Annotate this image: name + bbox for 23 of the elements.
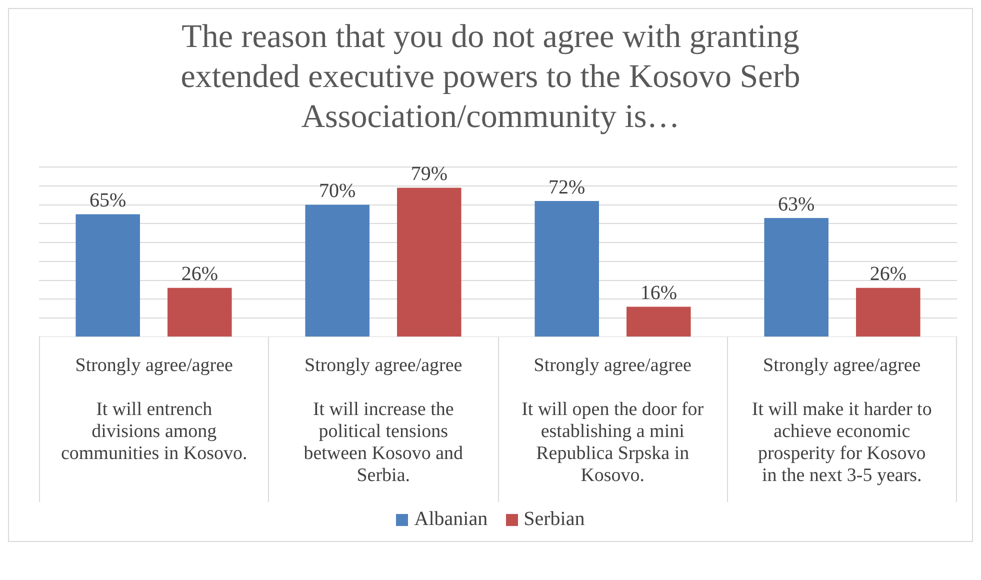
data-label: 26% [870, 263, 906, 286]
chart-title: The reason that you do not agree with granting extended executive powers to the Kosovo Serb Association/community is… [180, 18, 802, 137]
bar [397, 188, 462, 336]
bar [305, 204, 370, 336]
legend-label: Serbian [524, 508, 585, 531]
legend-label: Albanian [414, 508, 488, 531]
data-label: 26% [181, 263, 218, 286]
category-label: Strongly agree/agree It will open the door for establishing a mini Republica Srpska in Kosovo. [522, 355, 704, 486]
data-label: 63% [778, 193, 815, 216]
data-label: 65% [90, 189, 126, 212]
bar [76, 214, 140, 336]
data-label: 16% [640, 282, 677, 304]
data-label: 79% [410, 163, 448, 186]
category-label: Strongly agree/agree It will make it harder to achieve economic prosperity for Kosovo in the next 3-5 years. [752, 355, 932, 486]
category-label: Strongly agree/agree It will increase the political tensions between Kosovo and Serbia. [304, 355, 464, 486]
bar [764, 218, 828, 336]
category-label: Strongly agree/agree It will entrench divisions among communities in Kosovo. [60, 355, 248, 464]
bar [626, 306, 691, 336]
data-label: 72% [548, 176, 586, 198]
bar [534, 201, 599, 336]
data-label: 70% [319, 180, 356, 202]
bar [168, 288, 232, 336]
bar [856, 288, 920, 336]
